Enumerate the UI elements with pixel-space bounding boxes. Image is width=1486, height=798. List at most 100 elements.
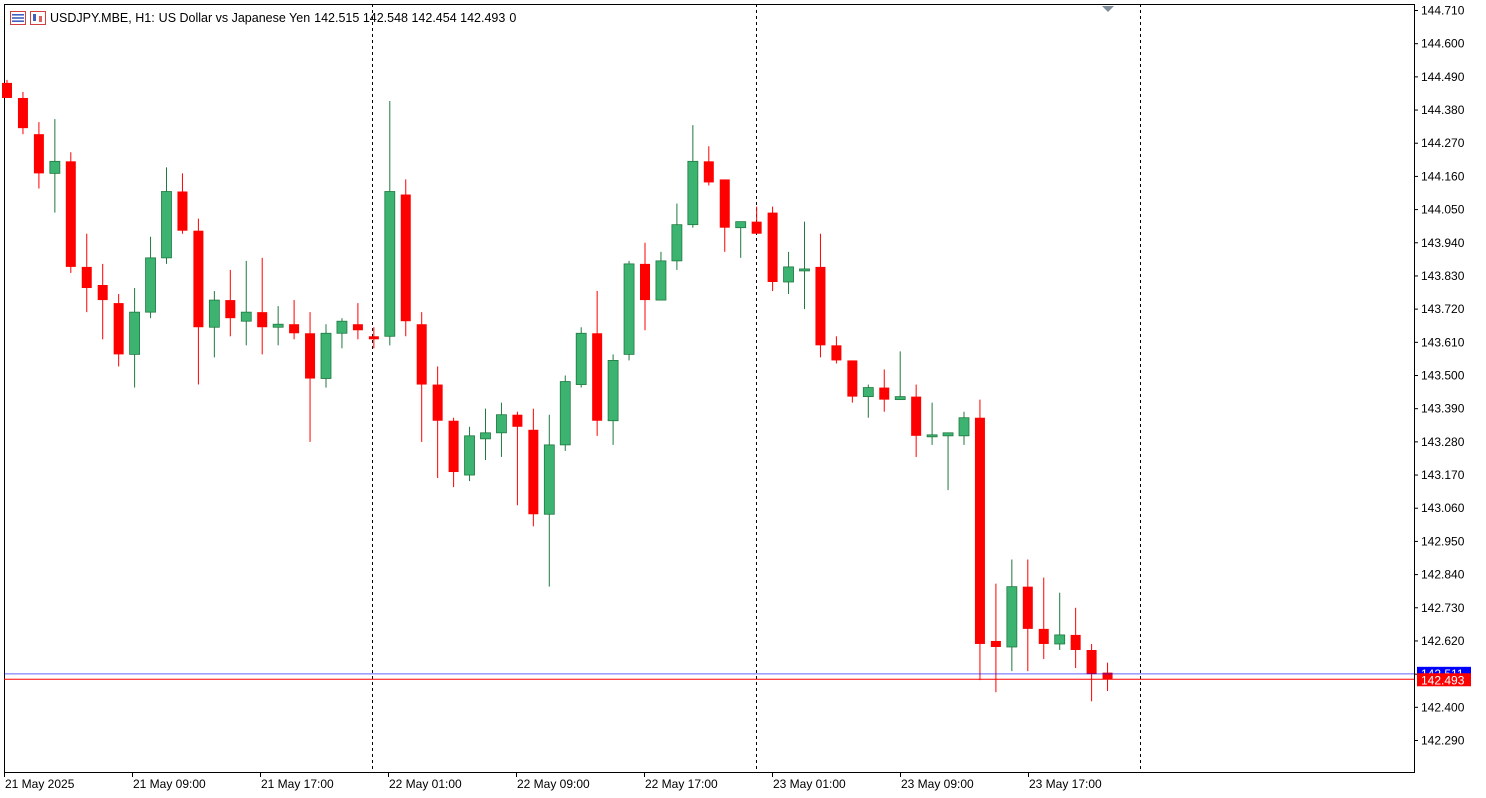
price-axis-label: 142.950	[1421, 534, 1465, 548]
candle-body[interactable]	[1054, 634, 1066, 645]
candle-body[interactable]	[448, 420, 459, 473]
price-axis-label: 144.050	[1421, 203, 1465, 217]
ohlc-values: 142.515 142.548 142.454 142.493	[314, 11, 506, 25]
price-axis-label: 143.280	[1421, 435, 1465, 449]
candle-body[interactable]	[831, 345, 842, 361]
candle-body[interactable]	[719, 179, 730, 228]
time-axis-label: 23 May 01:00	[773, 777, 846, 791]
candle-body[interactable]	[177, 191, 188, 231]
candle-body[interactable]	[305, 333, 316, 379]
chart-header: USDJPY.MBE, H1: US Dollar vs Japanese Ye…	[10, 9, 516, 27]
candle-body[interactable]	[161, 191, 172, 259]
chart-shift-marker-icon[interactable]	[1102, 6, 1114, 12]
candle-body[interactable]	[432, 384, 443, 421]
list-icon[interactable]	[10, 11, 26, 25]
candle-body[interactable]	[1022, 586, 1033, 629]
candle-body[interactable]	[1070, 634, 1081, 651]
bid-price-label-bg	[1417, 673, 1471, 687]
candle-body[interactable]	[926, 434, 938, 438]
candle-body[interactable]	[65, 161, 76, 267]
candle-body[interactable]	[1006, 586, 1018, 648]
candle-body[interactable]	[416, 324, 427, 385]
volume-value: 0	[509, 11, 517, 25]
candle-body[interactable]	[2, 82, 12, 98]
candle-body[interactable]	[671, 224, 683, 262]
candle-body[interactable]	[687, 160, 699, 226]
price-axis-label: 142.730	[1421, 601, 1465, 615]
candle-body[interactable]	[512, 414, 523, 427]
candle-body[interactable]	[592, 333, 603, 421]
candle-body[interactable]	[464, 435, 475, 476]
candle-body[interactable]	[480, 432, 491, 440]
time-axis-label: 21 May 2025	[5, 777, 75, 791]
candle-body[interactable]	[990, 640, 1001, 647]
chart-type-icon[interactable]	[30, 11, 46, 25]
candle-body[interactable]	[496, 414, 507, 434]
candle-body[interactable]	[1086, 650, 1097, 675]
plot-frame	[4, 4, 1415, 773]
candle-body[interactable]	[640, 263, 650, 301]
candle-body[interactable]	[847, 360, 858, 397]
time-axis-label: 22 May 09:00	[517, 777, 590, 791]
candle-body[interactable]	[129, 311, 141, 355]
candle-body[interactable]	[145, 257, 156, 313]
candle-body[interactable]	[352, 324, 363, 331]
candle-body[interactable]	[97, 285, 108, 301]
candle-body[interactable]	[17, 97, 28, 129]
candle-body[interactable]	[703, 161, 714, 183]
price-axis-label: 143.390	[1421, 402, 1465, 416]
candle-body[interactable]	[320, 332, 332, 379]
price-axis-label: 142.400	[1421, 700, 1465, 714]
candle-body[interactable]	[862, 387, 874, 398]
price-axis-label: 144.710	[1421, 4, 1465, 18]
time-axis-label: 23 May 09:00	[901, 777, 974, 791]
candle-body[interactable]	[400, 194, 411, 322]
candle-body[interactable]	[1102, 672, 1113, 680]
candle-body[interactable]	[208, 299, 220, 328]
candle-body[interactable]	[607, 360, 619, 422]
candle-body[interactable]	[783, 266, 794, 283]
candle-body[interactable]	[655, 260, 667, 301]
price-axis-label: 143.720	[1421, 302, 1465, 316]
price-axis-label: 143.170	[1421, 468, 1465, 482]
candle-body[interactable]	[815, 266, 826, 346]
candle-body[interactable]	[911, 396, 922, 436]
candle-body[interactable]	[1038, 628, 1049, 644]
candle-body[interactable]	[240, 311, 252, 322]
candle-body[interactable]	[257, 312, 268, 328]
candle-body[interactable]	[81, 266, 92, 289]
candle-body[interactable]	[384, 191, 396, 337]
candle-body[interactable]	[289, 324, 300, 334]
time-axis-label: 21 May 09:00	[133, 777, 206, 791]
candle-body[interactable]	[33, 134, 44, 174]
candle-body[interactable]	[528, 429, 539, 515]
candle-body[interactable]	[894, 396, 906, 401]
candle-body[interactable]	[49, 160, 61, 174]
candle-body[interactable]	[272, 323, 284, 328]
time-axis-label: 21 May 17:00	[261, 777, 334, 791]
candle-body[interactable]	[958, 417, 970, 437]
candle-body[interactable]	[879, 387, 890, 400]
candle-body[interactable]	[193, 230, 204, 328]
candle-body[interactable]	[543, 444, 555, 515]
candle-body[interactable]	[751, 221, 762, 234]
candle-body[interactable]	[225, 300, 236, 319]
candle-body[interactable]	[575, 332, 587, 385]
candle-body[interactable]	[767, 212, 778, 282]
price-axis-label: 143.940	[1421, 236, 1465, 250]
price-axis-label: 143.610	[1421, 335, 1465, 349]
candle-body[interactable]	[336, 320, 348, 334]
time-axis-label: 23 May 17:00	[1029, 777, 1102, 791]
candle-body[interactable]	[113, 303, 124, 355]
candle-body[interactable]	[559, 381, 571, 446]
candle-body[interactable]	[942, 432, 954, 437]
candle-body[interactable]	[623, 263, 635, 355]
candle-body[interactable]	[368, 336, 379, 340]
candle-body[interactable]	[799, 268, 810, 272]
price-axis-label: 143.830	[1421, 269, 1465, 283]
symbol-description: US Dollar vs Japanese Yen	[158, 11, 311, 25]
candle-body[interactable]	[974, 417, 985, 644]
candle-body[interactable]	[735, 221, 747, 229]
